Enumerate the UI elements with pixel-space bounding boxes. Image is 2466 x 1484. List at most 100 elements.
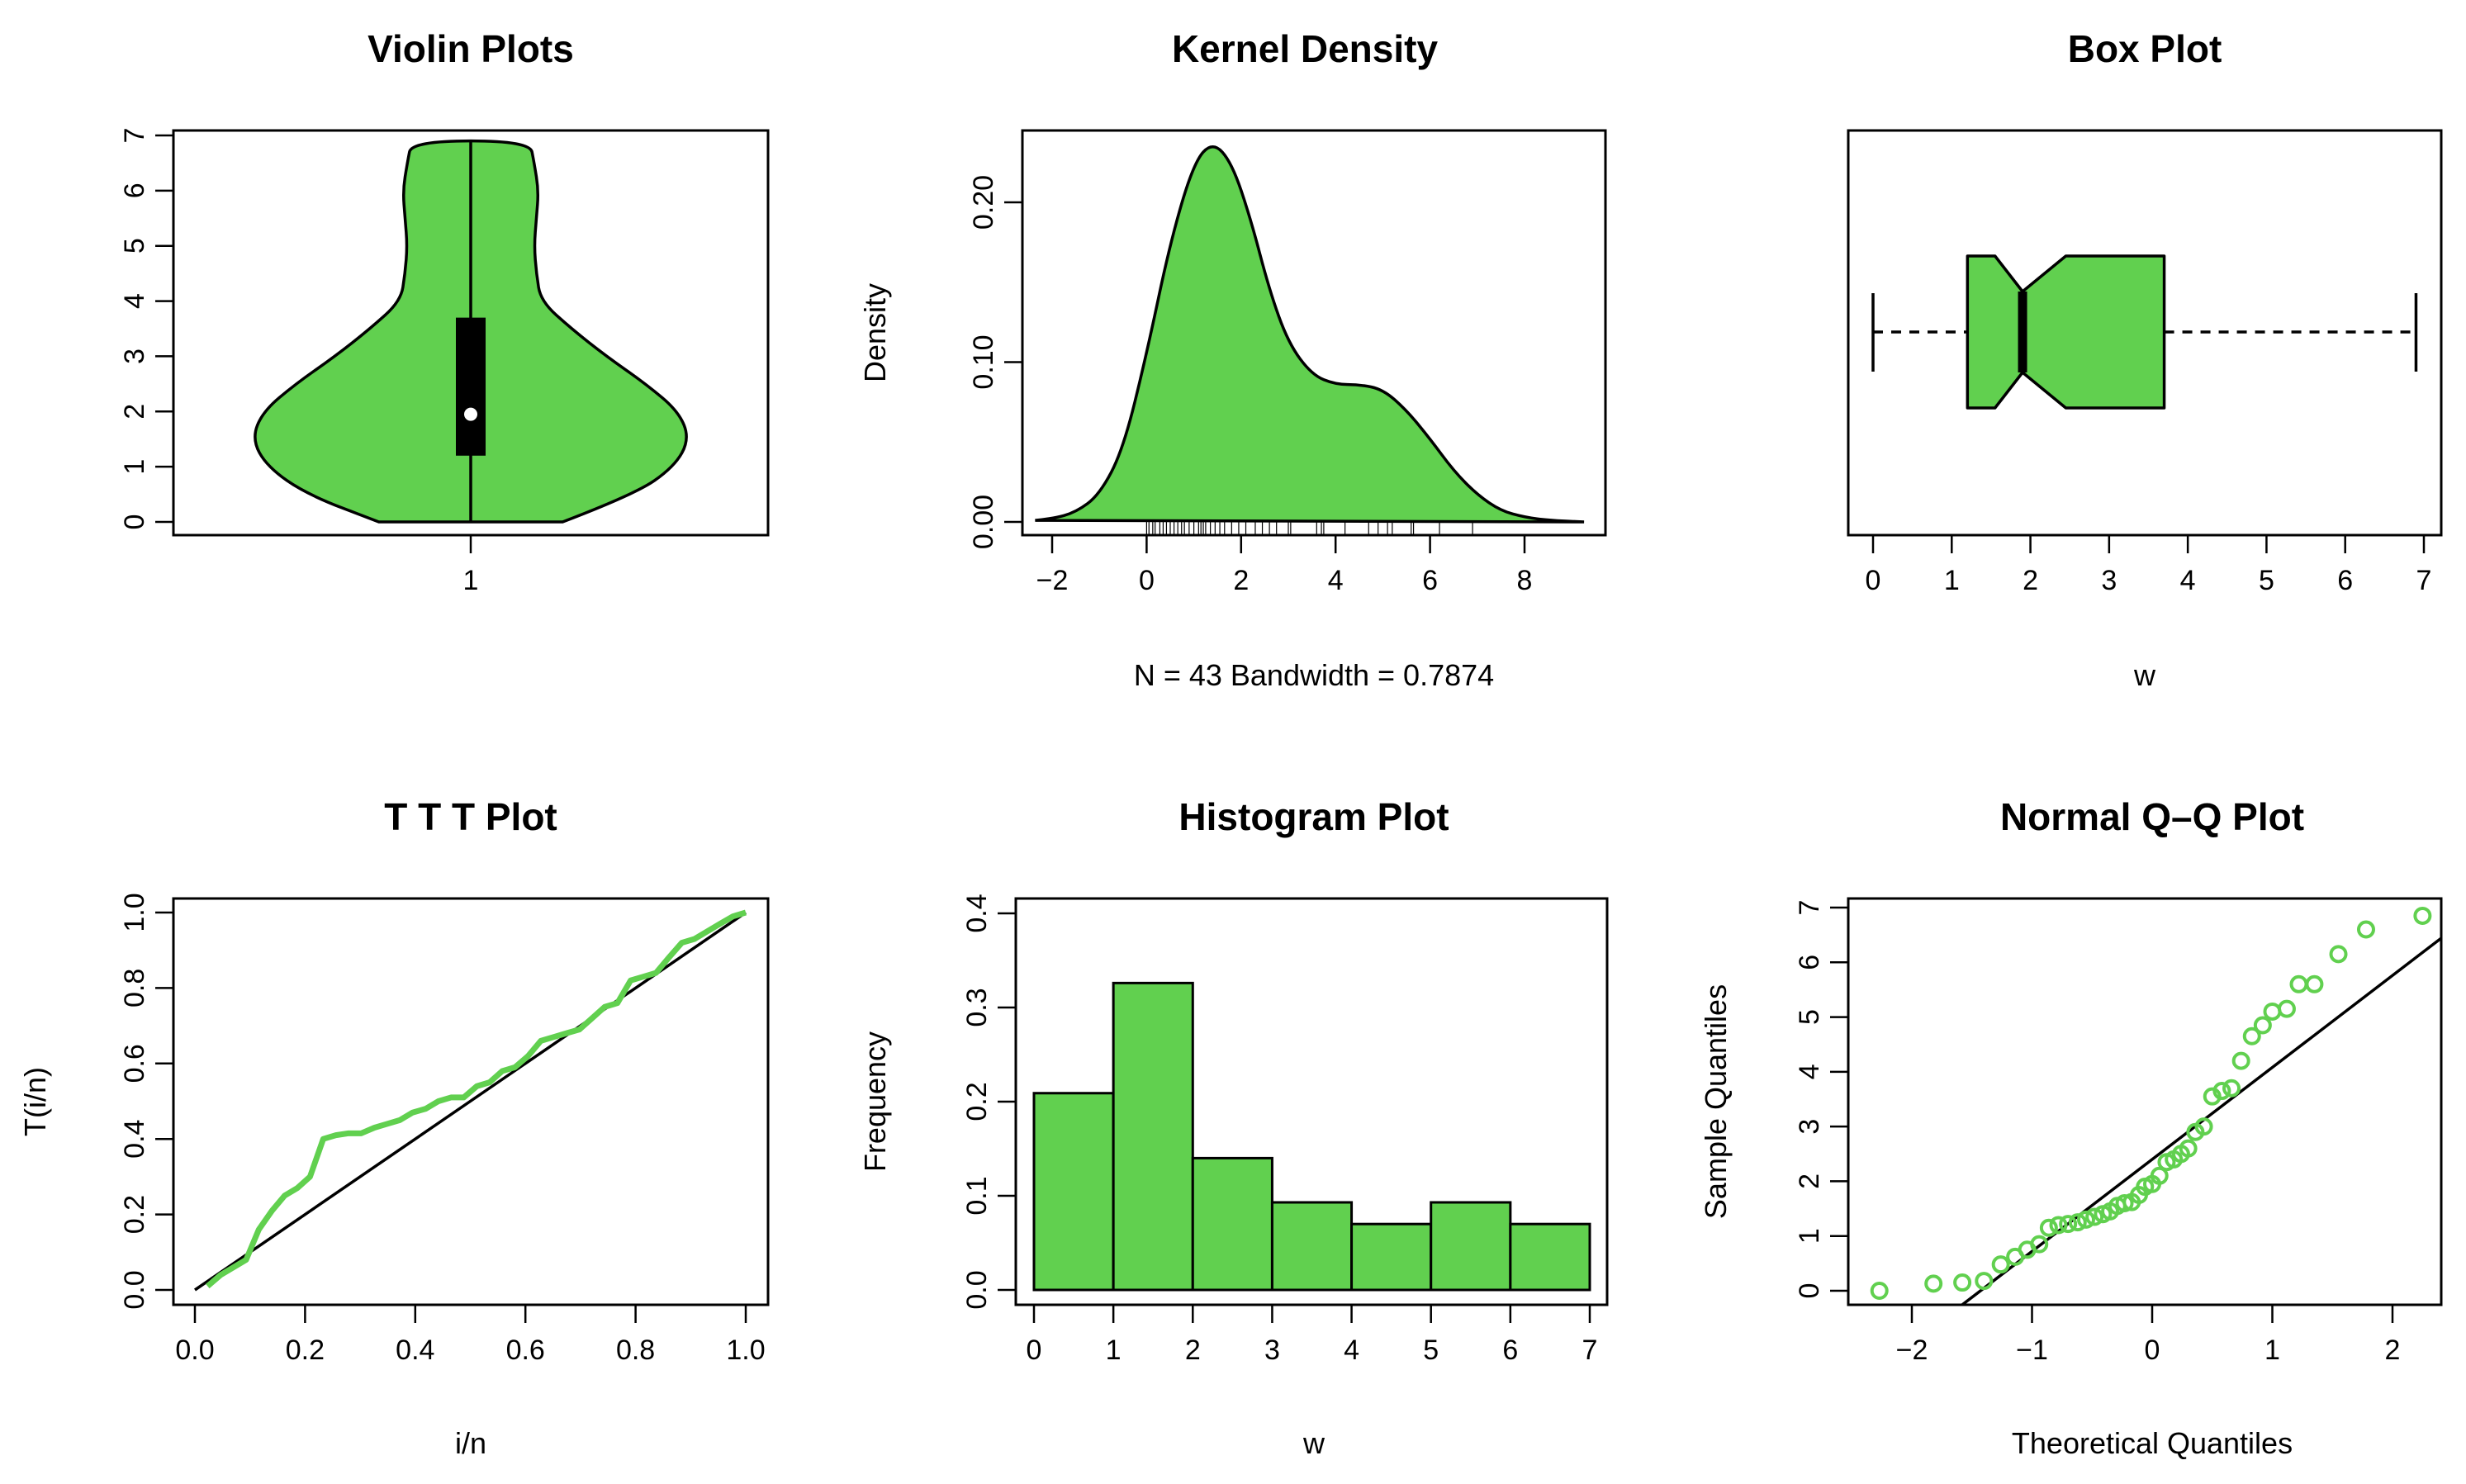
y-tick-label: 5 [1794,1009,1825,1025]
qq-point [2150,1166,2169,1185]
ttt-curve [206,909,747,1289]
y-tick-label: 0.0 [119,1270,150,1309]
x-tick-label: 2 [2023,565,2038,596]
x-tick-label: 8 [1517,565,1533,596]
x-tick-label: 1 [1944,565,1960,596]
ttt-reference-line [194,911,747,1292]
histogram-bar [1032,1092,1115,1292]
y-tick-label: 0 [119,514,150,530]
x-tick-label: 0 [2145,1335,2160,1366]
x-tick-label: 0.6 [506,1335,545,1366]
y-tick-label: 0.10 [968,334,999,389]
hist-title: Histogram Plot [1178,795,1449,838]
qq-point [2039,1218,2058,1237]
qq-reference-line [1960,936,2441,1305]
hist-x-label: w [1302,1426,1325,1460]
x-tick-label: 2 [1233,565,1249,596]
x-tick-label: 6 [1502,1335,1518,1366]
x-tick-label: 0.8 [616,1335,655,1366]
x-tick-label: −1 [2016,1335,2048,1366]
x-tick-label: 7 [1582,1335,1598,1366]
box-x-label: w [2133,658,2156,692]
qq-point [1991,1255,2010,1274]
y-tick-label: 3 [119,348,150,364]
histogram-bar [1430,1201,1512,1292]
hist-y-label: Frequency [858,1031,892,1172]
kernel-density-panel: Kernel Density −2 0 2 4 6 8 0.00 0.10 0.20 N = 4… [858,27,1607,692]
x-tick-label: 1.0 [726,1335,765,1366]
qq-point [2076,1210,2095,1229]
y-tick-label: 0.8 [119,969,150,1008]
histogram-bar [1191,1156,1273,1292]
y-tick-label: 1.0 [119,893,150,932]
qq-point [2253,1016,2272,1035]
qq-point [2179,1139,2198,1158]
x-tick-label: 3 [1264,1335,1280,1366]
x-tick-label: 6 [1422,565,1438,596]
violin-median-dot [464,407,477,421]
qq-plot-frame [1847,897,2443,1306]
y-tick-label: 0 [1794,1283,1825,1299]
y-tick-label: 0.1 [961,1176,993,1215]
y-tick-label: 0.2 [119,1195,150,1234]
qq-point [2231,1051,2250,1070]
qq-point [2115,1193,2134,1212]
x-tick-label: 6 [2337,565,2353,596]
x-tick-label: 4 [2180,565,2196,596]
x-tick-label: 0 [1139,565,1155,596]
x-tick-label: 2 [1185,1335,1201,1366]
x-tick-label: 0.4 [396,1335,434,1366]
y-tick-label: 5 [119,238,150,254]
y-tick-label: 6 [119,183,150,198]
y-tick-label: 4 [1794,1064,1825,1079]
y-tick-label: 2 [119,404,150,420]
y-tick-label: 6 [1794,955,1825,970]
box-notched-body [1966,254,2166,410]
x-tick-label: 4 [1328,565,1344,596]
qq-point [2068,1213,2087,1232]
qq-point [1975,1272,1994,1291]
ttt-y-label: T(i/n) [18,1067,52,1136]
x-tick-label: 7 [2416,565,2432,596]
qq-point [2194,1117,2213,1136]
box-plot-panel: Box Plot 0 1 2 3 4 5 6 7 w [1847,27,2443,692]
y-tick-label: 7 [1794,900,1825,916]
x-tick-label: 0.2 [286,1335,325,1366]
x-tick-label: 1 [463,565,479,596]
y-tick-label: 0.0 [961,1270,993,1309]
x-tick-label: 0.0 [175,1335,214,1366]
qq-point [1924,1274,1943,1293]
qq-point [2049,1216,2068,1235]
ttt-plot-panel: T T T Plot 0.0 0.2 0.4 0.6 0.8 1.0 0.0 0.2 0.4 0.… [18,795,770,1460]
qq-point [2356,920,2375,939]
qq-point [2277,999,2296,1018]
y-tick-label: 2 [1794,1173,1825,1189]
ttt-x-label: i/n [455,1426,486,1460]
qq-point [2059,1215,2078,1234]
y-tick-label: 1 [1794,1228,1825,1244]
qq-point [2085,1207,2104,1226]
x-tick-label: −2 [1036,565,1069,596]
qq-point [2030,1235,2049,1254]
histogram-bar [1350,1222,1433,1292]
histogram-bar [1270,1201,1354,1292]
histogram-bar [1112,981,1194,1292]
qq-point [2413,906,2432,925]
kde-y-label: Density [858,283,892,382]
x-tick-label: 0 [1027,1335,1042,1366]
qq-point [2222,1079,2241,1098]
qq-point [1953,1273,1972,1292]
y-tick-label: 0.4 [119,1120,150,1159]
qq-point [2212,1082,2231,1101]
y-tick-label: 3 [1794,1119,1825,1135]
kde-x-label: N = 43 Bandwidth = 0.7874 [1134,658,1494,692]
violin-plot-panel: Violin Plots 1 0 1 2 3 4 5 6 7 [119,27,770,596]
histogram-bar [1509,1222,1591,1292]
qq-point [1870,1282,1889,1300]
x-tick-label: 4 [1344,1335,1359,1366]
ttt-title: T T T Plot [384,795,557,838]
qq-x-label: Theoretical Quantiles [2012,1426,2293,1460]
qq-point [2242,1026,2261,1045]
y-tick-label: 0.6 [119,1044,150,1083]
